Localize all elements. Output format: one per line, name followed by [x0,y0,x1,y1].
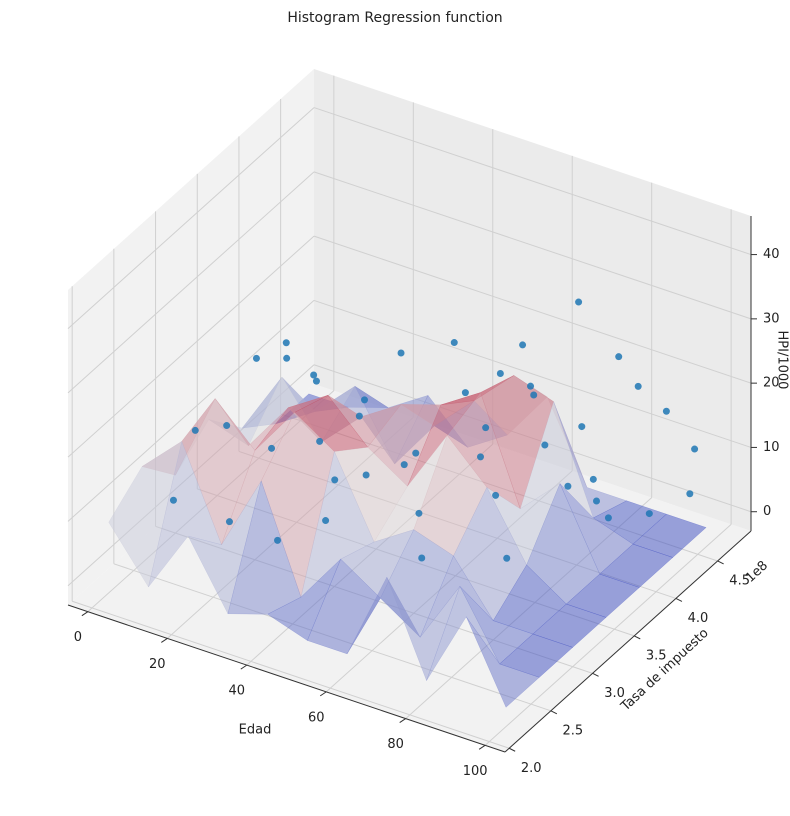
scatter-point [283,354,291,362]
scatter-point [482,424,490,432]
x-axis-label: Edad [239,723,272,738]
scatter-point [191,426,199,434]
x-tick [240,664,248,670]
scatter-point [686,490,694,498]
x-tick [319,691,327,697]
z-axis-label: HPI/1000 [775,331,790,390]
x-tick-label: 60 [308,710,325,725]
grid-line [67,300,315,522]
y-tick [634,635,641,640]
scatter-point [274,536,282,544]
y-tick-label: 3.0 [604,686,625,701]
scatter-point [310,371,318,379]
scatter-point [312,377,320,385]
y-tick [550,710,558,715]
scatter-point [415,509,423,517]
scatter-point [316,437,324,445]
x-tick-label: 100 [463,764,488,779]
scatter-point [461,389,469,397]
grid-line [67,107,315,329]
scatter-point [282,339,290,347]
y-tick [717,560,724,565]
y-tick-label: 2.5 [563,723,584,738]
scatter-point [418,554,426,562]
grid-line [313,299,752,448]
scatter-point [578,423,586,431]
left-pane [68,69,314,605]
scatter-point [691,445,699,453]
scatter-point [362,471,370,479]
x-tick-label: 80 [387,737,404,752]
scatter-point [412,449,420,457]
axis-line [504,530,752,753]
grid-line [72,600,510,749]
scatter-point [519,341,527,349]
scatter-point [592,497,600,505]
scatter-point [361,396,369,404]
y-tick [592,672,599,677]
z-tick-label: 0 [763,504,771,519]
axis-line [67,604,506,753]
grid-line [67,171,315,394]
scatter-point [331,476,339,484]
grid-line [313,235,752,384]
grid-line [313,171,752,320]
grid-line [67,235,315,458]
scatter-point [476,453,484,461]
scatter-point [564,482,572,490]
x-tick [478,744,486,750]
scatter-point [527,382,535,390]
x-tick-label: 40 [228,684,245,699]
grid-line [484,523,732,746]
scatter-point [450,339,458,347]
scatter-point [169,496,177,504]
scatter-point [268,444,276,452]
scatter-point [645,510,653,518]
grid-line [313,107,752,256]
scatter-point [400,461,408,469]
scatter-point [615,353,623,361]
x-tick [81,611,89,617]
scatter-point [503,554,511,562]
surface-cell [466,616,540,708]
y-tick [675,597,683,602]
scatter-point [355,412,363,420]
y-tick-label: 4.5 [729,573,750,588]
scatter-point [225,518,233,526]
y-tick-label: 2.0 [521,761,542,776]
scatter-point [322,517,330,525]
scatter-point [662,407,670,415]
scatter-point [223,422,231,430]
scatter-point [492,491,500,499]
chart-title: Histogram Regression function [287,10,502,26]
z-tick-label: 30 [763,311,780,326]
x-tick-label: 20 [149,657,166,672]
scatter-point [589,475,597,483]
y-tick-label: 4.0 [688,611,709,626]
y-axis-label: Tasa de impuesto [618,626,712,715]
y-tick-label: 3.5 [646,648,667,663]
scatter-point [496,370,504,378]
y-tick [508,747,516,752]
x-tick-label: 0 [74,630,82,645]
z-tick-label: 10 [763,440,780,455]
x-tick [399,718,406,724]
z-tick-label: 40 [763,247,780,262]
z-tick-label: 20 [763,376,780,391]
scatter-point [397,349,405,357]
scatter-point [575,298,583,306]
scatter-point [252,354,260,362]
x-tick [161,637,168,643]
scatter-point [634,382,642,390]
scatter-point [604,514,612,522]
scatter-point [541,441,549,449]
scatter-point [530,391,538,399]
